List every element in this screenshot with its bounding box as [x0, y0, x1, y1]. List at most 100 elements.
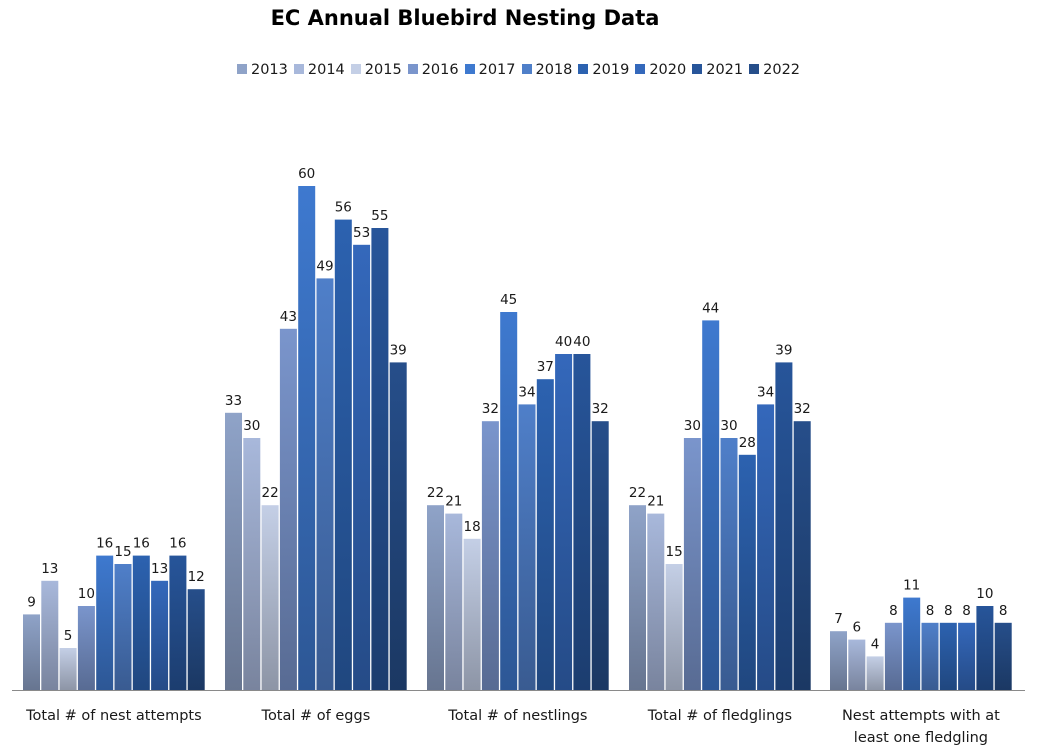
legend-item-2018: 2018: [521, 62, 573, 78]
legend-swatch: [407, 64, 418, 74]
bar-2013-cat0: [23, 614, 40, 690]
legend-swatch: [350, 64, 361, 74]
bar-2016-cat0: [77, 606, 95, 690]
bar-2020-cat3: [757, 404, 775, 690]
data-label: 8: [999, 603, 1008, 619]
data-label: 49: [316, 258, 333, 274]
bar-2019-cat1: [334, 219, 352, 690]
category-label: Total # of eggs: [261, 708, 371, 724]
data-label: 16: [96, 536, 113, 552]
bar-2018-cat0: [114, 564, 132, 690]
bar-2021-cat3: [775, 362, 793, 690]
legend-label: 2018: [535, 62, 573, 78]
data-label: 40: [573, 334, 590, 350]
bar-2015-cat0: [59, 648, 77, 690]
data-label: 44: [702, 300, 719, 316]
bar-2020-cat1: [353, 244, 371, 691]
data-label: 21: [647, 494, 664, 510]
bar-2022-cat1: [389, 362, 407, 690]
bar-2018-cat4: [921, 622, 939, 690]
data-label: 30: [243, 418, 260, 434]
legend-item-2019: 2019: [578, 62, 629, 78]
bar-2014-cat4: [848, 639, 866, 690]
category-label: Total # of nestlings: [447, 708, 587, 724]
legend-swatch: [578, 64, 589, 74]
bar-2022-cat0: [187, 589, 205, 690]
data-label: 60: [298, 166, 315, 182]
bar-2013-cat1: [225, 412, 242, 690]
data-label: 39: [390, 342, 407, 358]
legend: 2013 2014 2015 2016 2017 2018 2019 2020 2021 2022: [0, 62, 1037, 78]
legend-item-2013: 2013: [236, 62, 288, 78]
data-label: 45: [500, 292, 517, 308]
bar-2021-cat1: [371, 228, 389, 690]
bar-2016-cat4: [884, 622, 902, 690]
bar-2020-cat4: [958, 622, 976, 690]
data-label: 15: [114, 544, 131, 560]
data-label: 21: [445, 494, 462, 510]
category-label: least one fledgling: [854, 730, 988, 746]
bar-2017-cat4: [903, 597, 921, 690]
bar-2019-cat3: [738, 454, 756, 690]
bar-2016-cat3: [683, 438, 701, 690]
bar-2016-cat2: [481, 421, 499, 690]
data-label: 11: [903, 578, 920, 594]
legend-item-2014: 2014: [293, 62, 345, 78]
data-label: 34: [757, 384, 774, 400]
bar-2021-cat0: [169, 555, 187, 690]
data-label: 7: [834, 611, 843, 627]
bar-2020-cat0: [151, 580, 169, 690]
data-label: 10: [976, 586, 993, 602]
legend-item-2015: 2015: [350, 62, 402, 78]
bar-2017-cat0: [96, 555, 114, 690]
data-label: 40: [555, 334, 572, 350]
data-label: 4: [871, 636, 880, 652]
legend-item-2022: 2022: [749, 62, 800, 78]
chart-title: EC Annual Bluebird Nesting Data: [270, 6, 660, 30]
bar-2021-cat2: [573, 354, 591, 690]
bar-2019-cat2: [536, 379, 554, 690]
legend-item-2017: 2017: [464, 62, 516, 78]
data-label: 8: [926, 603, 935, 619]
bar-2015-cat2: [463, 538, 481, 690]
data-label: 53: [353, 225, 370, 241]
data-label: 43: [280, 309, 297, 325]
data-label: 55: [371, 208, 388, 224]
data-label: 5: [64, 628, 73, 644]
bar-2013-cat2: [427, 505, 444, 690]
bar-2015-cat1: [261, 505, 279, 690]
data-label: 16: [169, 536, 186, 552]
bar-2022-cat4: [994, 622, 1012, 690]
data-label: 9: [27, 594, 36, 610]
data-label: 32: [482, 401, 499, 417]
bar-2021-cat4: [976, 606, 994, 690]
legend-label: 2013: [250, 62, 288, 78]
bar-2015-cat4: [866, 656, 884, 690]
legend-label: 2015: [364, 62, 402, 78]
data-label: 32: [592, 401, 609, 417]
bar-2019-cat4: [939, 622, 957, 690]
legend-label: 2019: [592, 62, 630, 78]
bar-2017-cat1: [298, 186, 316, 690]
data-label: 12: [188, 569, 205, 585]
legend-swatch: [293, 64, 304, 74]
category-label: Total # of fledglings: [647, 708, 792, 724]
bar-2013-cat4: [830, 631, 847, 690]
legend-item-2016: 2016: [407, 62, 459, 78]
legend-swatch: [464, 64, 475, 74]
legend-label: 2016: [421, 62, 459, 78]
bar-2018-cat3: [720, 438, 738, 690]
legend-label: 2022: [763, 62, 801, 78]
data-label: 15: [666, 544, 683, 560]
legend-label: 2017: [478, 62, 516, 78]
bar-2014-cat1: [243, 438, 261, 690]
bar-2016-cat1: [279, 328, 297, 690]
legend-swatch: [692, 64, 703, 74]
bar-2014-cat3: [647, 513, 665, 690]
data-label: 6: [853, 620, 862, 636]
data-label: 30: [720, 418, 737, 434]
category-label: Total # of nest attempts: [25, 708, 202, 724]
data-label: 37: [537, 359, 554, 375]
data-label: 56: [335, 200, 352, 216]
